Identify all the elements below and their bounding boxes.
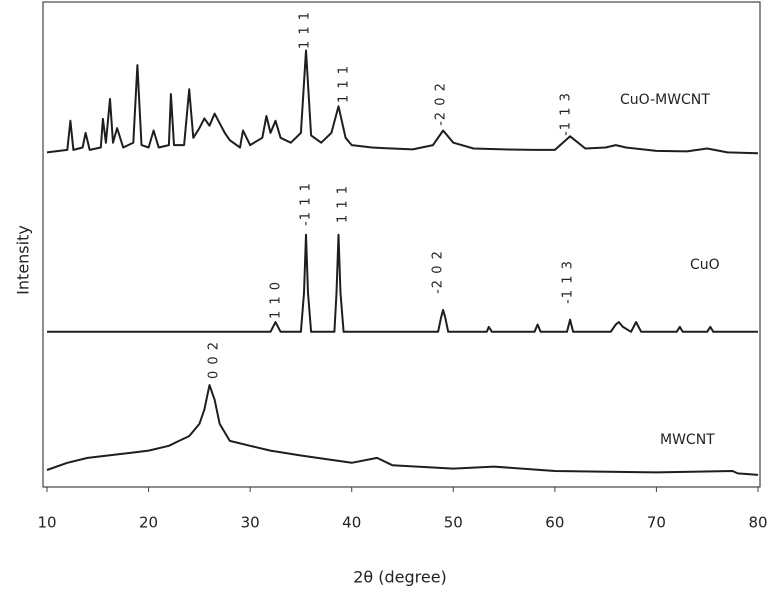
series-label: CuO-MWCNT [620,92,710,108]
x-tick-label: 50 [444,514,463,532]
peak-label: 1 1 1 [298,11,313,49]
peak-label: 0 0 2 [207,341,222,379]
y-axis-label: Intensity [14,225,33,295]
x-tick-label: 60 [545,514,564,532]
xrd-trace [46,384,759,476]
x-tick-label: 80 [748,514,767,532]
series-label: MWCNT [660,432,715,448]
x-tick-label: 70 [647,514,666,532]
peak-label: -2 0 2 [431,250,446,294]
peak-label: -1 1 1 [299,182,314,226]
x-tick-label: 30 [241,514,260,532]
peak-label: 1 1 0 [269,281,284,319]
x-tick-label: 40 [342,514,361,532]
peak-label: 1 1 1 [337,65,352,103]
peak-label: -1 1 3 [561,260,576,304]
x-axis-label: 2θ (degree) [353,568,447,587]
xrd-trace [46,49,759,155]
x-tick-label: 10 [37,514,56,532]
peak-label: 1 1 1 [336,185,351,223]
plot-frame [42,1,761,488]
peak-label: -1 1 3 [559,92,574,136]
series-label: CuO [690,257,720,273]
peak-label: -2 0 2 [434,82,449,126]
xrd-trace [47,233,758,333]
x-tick-label: 20 [139,514,158,532]
